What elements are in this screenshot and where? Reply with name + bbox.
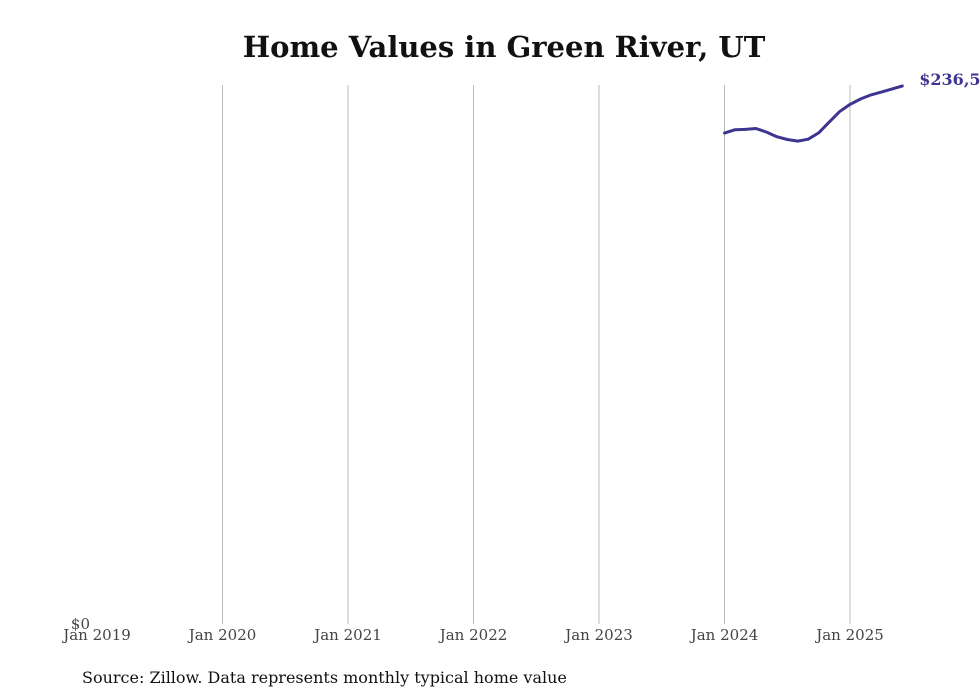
x-tick-label: Jan 2021: [312, 626, 382, 644]
chart-title: Home Values in Green River, UT: [242, 30, 766, 64]
series-layer: $236,5: [723, 70, 980, 143]
source-note: Source: Zillow. Data represents monthly …: [82, 668, 567, 687]
x-tick-label: Jan 2024: [689, 626, 759, 644]
x-tick-label: Jan 2023: [563, 626, 633, 644]
end-value-label: $236,5: [919, 70, 980, 89]
gridlines: [222, 85, 851, 624]
series-line: [723, 84, 904, 143]
x-tick-label: Jan 2025: [814, 626, 884, 644]
x-tick-label: Jan 2022: [438, 626, 508, 644]
x-tick-label: Jan 2019: [61, 626, 131, 644]
x-axis: Jan 2019 Jan 2020 Jan 2021 Jan 2022 Jan 2023…: [61, 615, 884, 644]
y-tick-label: $0: [71, 615, 90, 633]
x-tick-label: Jan 2020: [187, 626, 257, 644]
